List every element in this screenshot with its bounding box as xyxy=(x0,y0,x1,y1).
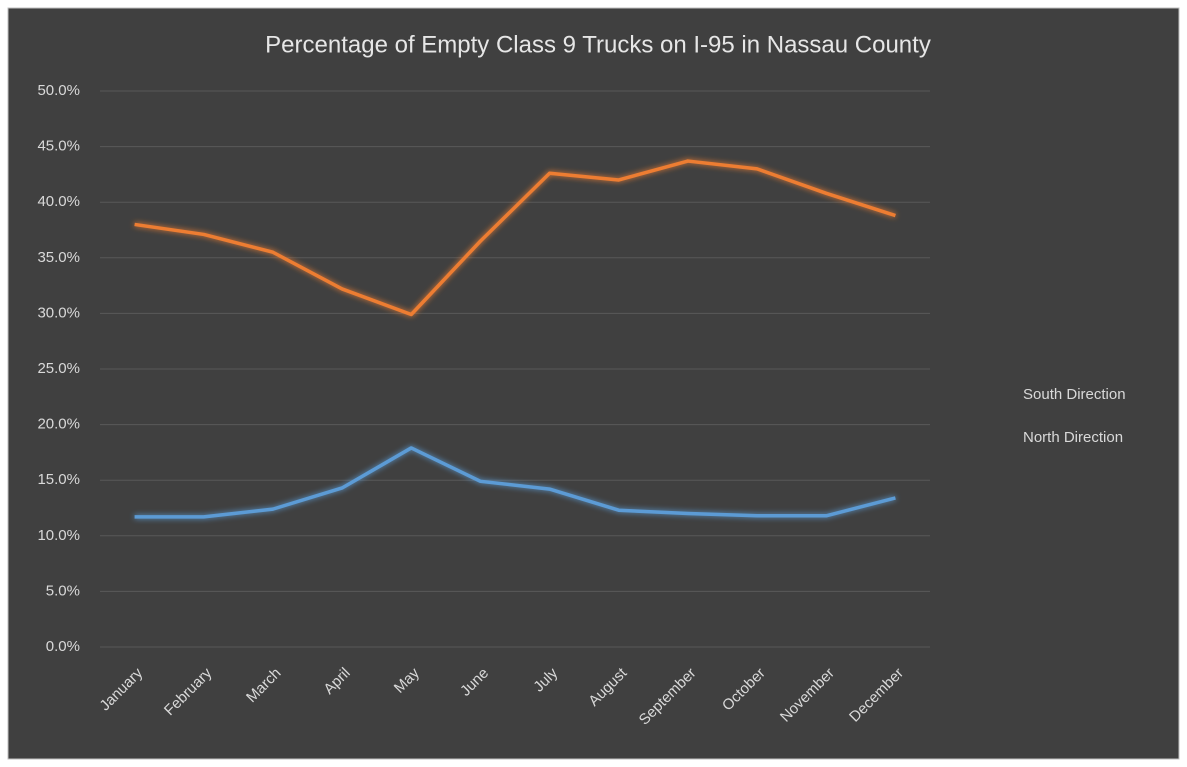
chart-title: Percentage of Empty Class 9 Trucks on I-… xyxy=(265,31,931,58)
y-tick-label: 15.0% xyxy=(37,471,80,488)
series-line xyxy=(134,159,896,317)
y-tick-label: 20.0% xyxy=(37,416,80,433)
y-tick-label: 10.0% xyxy=(37,527,80,544)
y-tick-label: 30.0% xyxy=(37,304,80,321)
chart-background xyxy=(7,7,1180,760)
series-line xyxy=(134,446,896,519)
y-tick-label: 0.0% xyxy=(46,638,80,655)
y-tick-label: 25.0% xyxy=(37,360,80,377)
y-tick-label: 35.0% xyxy=(37,249,80,266)
y-tick-label: 40.0% xyxy=(37,193,80,210)
y-tick-label: 50.0% xyxy=(37,82,80,99)
legend-label: North Direction xyxy=(1023,429,1123,446)
y-tick-label: 5.0% xyxy=(46,582,80,599)
y-tick-label: 45.0% xyxy=(37,138,80,155)
legend-label: South Direction xyxy=(1023,386,1126,403)
